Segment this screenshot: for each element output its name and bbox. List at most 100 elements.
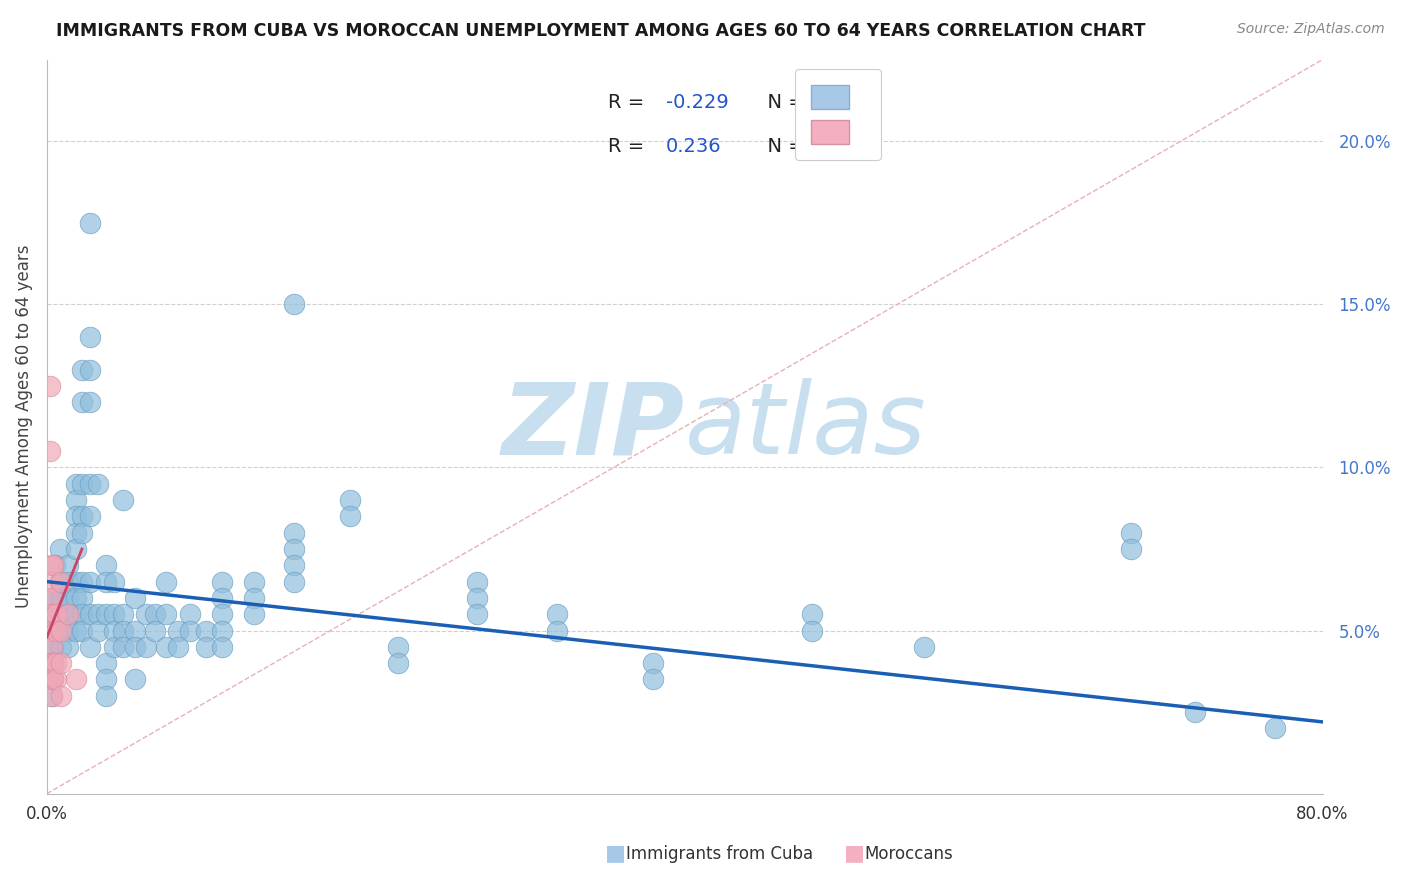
Point [41, 673, 63, 687]
Point [546, 624, 568, 638]
Point [195, 640, 218, 654]
Point [45, 607, 67, 622]
Point [112, 493, 135, 508]
Point [467, 591, 489, 605]
Point [42, 673, 65, 687]
Point [51, 624, 73, 638]
Point [124, 673, 146, 687]
Point [79, 362, 101, 376]
Point [51, 624, 73, 638]
Point [65, 509, 87, 524]
Point [56, 607, 79, 622]
Point [41, 624, 63, 638]
Point [211, 640, 233, 654]
Point [41, 574, 63, 589]
Point [41, 673, 63, 687]
Point [70, 607, 93, 622]
Point [801, 607, 824, 622]
Point [56, 558, 79, 573]
Point [41, 591, 63, 605]
Point [155, 640, 177, 654]
Point [79, 216, 101, 230]
Point [42, 640, 65, 654]
Text: ■: ■ [605, 844, 626, 863]
Text: Immigrants from Cuba: Immigrants from Cuba [626, 846, 813, 863]
Point [467, 574, 489, 589]
Point [1264, 722, 1286, 736]
Point [94, 558, 117, 573]
Point [211, 574, 233, 589]
Point [70, 591, 93, 605]
Point [155, 574, 177, 589]
Point [124, 640, 146, 654]
Text: ■: ■ [844, 844, 865, 863]
Point [124, 591, 146, 605]
Point [51, 591, 73, 605]
Point [70, 395, 93, 409]
Point [283, 525, 305, 540]
Point [641, 673, 664, 687]
Point [103, 607, 125, 622]
Point [41, 607, 63, 622]
Point [166, 640, 188, 654]
Point [641, 656, 664, 670]
Point [70, 476, 93, 491]
Point [45, 624, 67, 638]
Point [912, 640, 935, 654]
Point [45, 673, 67, 687]
Point [48, 541, 70, 556]
Point [243, 607, 266, 622]
Legend: , : , [794, 70, 880, 160]
Point [211, 591, 233, 605]
Point [42, 558, 65, 573]
Point [112, 624, 135, 638]
Point [65, 493, 87, 508]
Point [51, 607, 73, 622]
Point [41, 640, 63, 654]
Point [51, 640, 73, 654]
Text: atlas: atlas [685, 378, 927, 475]
Point [387, 640, 409, 654]
Point [56, 574, 79, 589]
Point [56, 591, 79, 605]
Point [79, 574, 101, 589]
Point [155, 607, 177, 622]
Point [135, 640, 157, 654]
Point [44, 591, 66, 605]
Point [339, 509, 361, 524]
Point [211, 624, 233, 638]
Point [339, 493, 361, 508]
Point [65, 624, 87, 638]
Point [44, 558, 66, 573]
Point [79, 476, 101, 491]
Point [179, 624, 201, 638]
Text: ZIP: ZIP [502, 378, 685, 475]
Point [143, 607, 166, 622]
Point [41, 640, 63, 654]
Point [65, 607, 87, 622]
Point [79, 330, 101, 344]
Point [79, 509, 101, 524]
Point [166, 624, 188, 638]
Point [103, 624, 125, 638]
Point [283, 541, 305, 556]
Text: 0.236: 0.236 [665, 136, 721, 156]
Point [41, 558, 63, 573]
Point [179, 607, 201, 622]
Point [801, 624, 824, 638]
Point [48, 574, 70, 589]
Point [70, 525, 93, 540]
Point [42, 624, 65, 638]
Point [41, 689, 63, 703]
Point [51, 574, 73, 589]
Point [41, 689, 63, 703]
Text: Moroccans: Moroccans [865, 846, 953, 863]
Text: N =: N = [755, 136, 811, 156]
Point [41, 624, 63, 638]
Point [42, 656, 65, 670]
Point [87, 476, 110, 491]
Point [65, 541, 87, 556]
Point [70, 362, 93, 376]
Point [79, 607, 101, 622]
Point [39, 444, 62, 458]
